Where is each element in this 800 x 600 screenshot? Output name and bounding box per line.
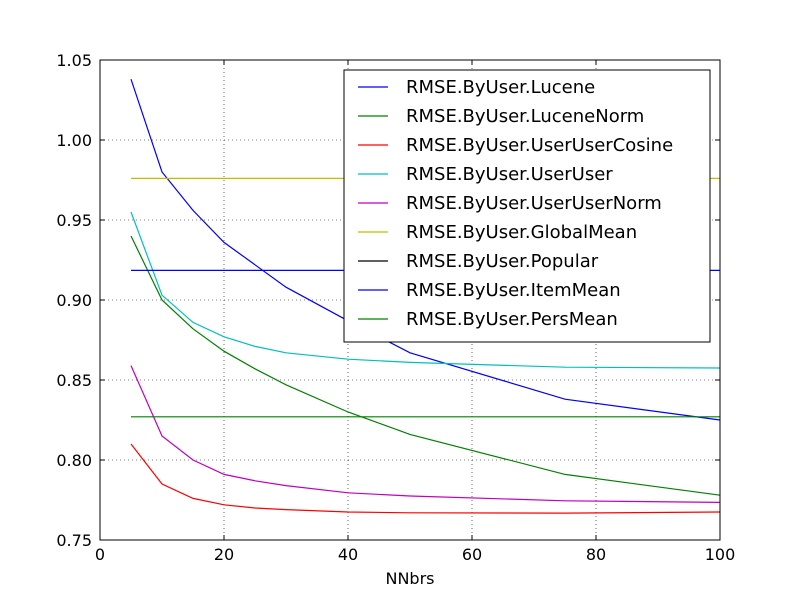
y-tick-label: 0.80 [56,451,92,470]
legend-label: RMSE.ByUser.GlobalMean [406,222,637,243]
x-tick-label: 60 [462,545,482,564]
x-axis-label: NNbrs [385,569,434,588]
series-lines [130,79,721,514]
legend-label: RMSE.ByUser.Lucene [406,77,595,98]
series-line [130,365,721,503]
series-line [130,443,721,514]
legend-label: RMSE.ByUser.Popular [406,251,599,272]
x-tick-label: 20 [214,545,234,564]
x-tick-label: 0 [95,545,105,564]
axis-ticks: 0 20 40 60 80 100 0.75 0.80 0.85 0.90 0.95 1.00 1.05 [56,51,735,564]
y-tick-label: 1.00 [56,131,92,150]
y-tick-label: 1.05 [56,51,92,70]
legend-label: RMSE.ByUser.UserUserCosine [406,135,673,156]
y-tick-label: 0.75 [56,531,92,550]
legend: RMSE.ByUser.Lucene RMSE.ByUser.LuceneNorm… [343,69,711,343]
legend-label: RMSE.ByUser.ItemMean [406,280,621,301]
series-line [130,79,721,421]
series-line [130,235,721,496]
series-line [130,211,721,369]
x-tick-label: 80 [586,545,606,564]
legend-label: RMSE.ByUser.PersMean [406,309,618,330]
legend-label: RMSE.ByUser.LuceneNorm [406,106,644,127]
y-tick-label: 0.95 [56,211,92,230]
legend-label: RMSE.ByUser.UserUser [406,164,613,185]
y-tick-label: 0.85 [56,371,92,390]
x-tick-label: 40 [338,545,358,564]
legend-box [343,69,711,343]
legend-label: RMSE.ByUser.UserUserNorm [406,193,662,214]
y-tick-label: 0.90 [56,291,92,310]
x-tick-label: 100 [705,545,736,564]
